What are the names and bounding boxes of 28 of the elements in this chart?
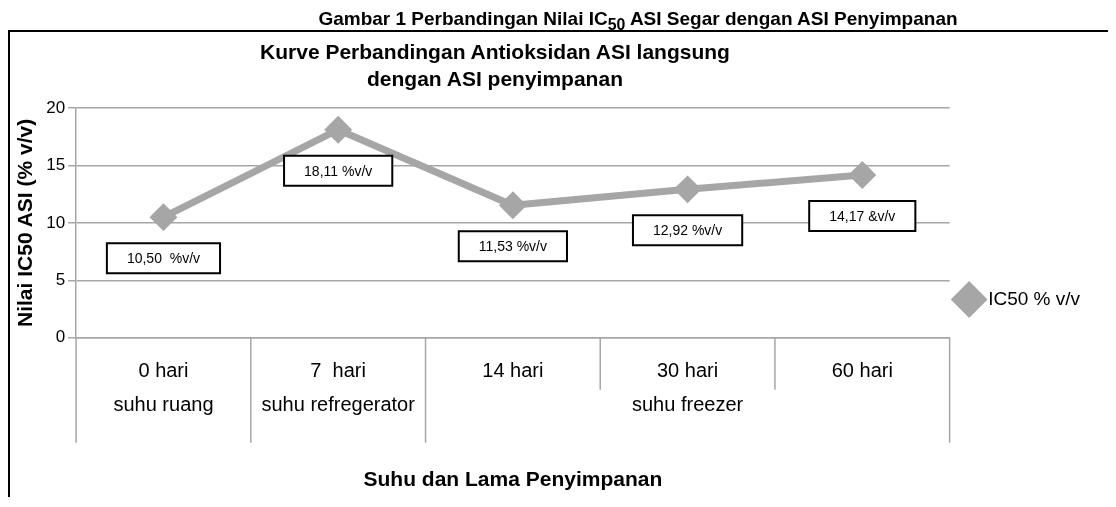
point	[325, 117, 351, 143]
chart-subtitle: Gambar 1 Perbandingan Nilai IC$_{50}$ ASI Segar dengan ASI Penyimpanan	[317, 8, 959, 33]
y-tick-label: 10	[46, 212, 66, 232]
y-tick-label: 15	[46, 155, 66, 175]
x-tick-label: 60 hari	[831, 359, 893, 382]
y-tick-label: 0	[55, 327, 66, 347]
y-tick-label: 20	[46, 97, 66, 117]
data-label: 14,17 &v/v	[829, 207, 896, 224]
x-axis-title: Suhu dan Lama Penyimpanan	[363, 467, 663, 491]
data-label: 18,11 %v/v	[304, 162, 373, 179]
x-tick-label: 0 hari	[138, 359, 189, 382]
legend-label: IC50 % v/v	[988, 287, 1081, 309]
point	[500, 192, 526, 218]
data-label: 11,53 %v/v	[478, 238, 547, 255]
point	[150, 204, 176, 230]
data-label: 12,92 %v/v	[652, 222, 723, 239]
x-tick-label: 30 hari	[657, 359, 719, 382]
y-axis-title: Nilai IC50 ASI (% v/v)	[13, 118, 37, 327]
point	[675, 176, 701, 202]
x-tick-label: 7 hari	[310, 359, 366, 382]
point	[849, 162, 875, 188]
text: suhu freezer	[631, 393, 744, 416]
x-tick-label: 14 hari	[482, 359, 544, 382]
text: suhu refregerator	[261, 393, 416, 416]
data-label: 10,50 %v/v	[126, 250, 201, 267]
y-tick-label: 5	[55, 270, 66, 290]
text: suhu ruang	[113, 393, 214, 416]
chart-title: Kurve Perbandingan Antioksidan ASI langsung dengan ASI penyimpanan	[260, 39, 730, 92]
